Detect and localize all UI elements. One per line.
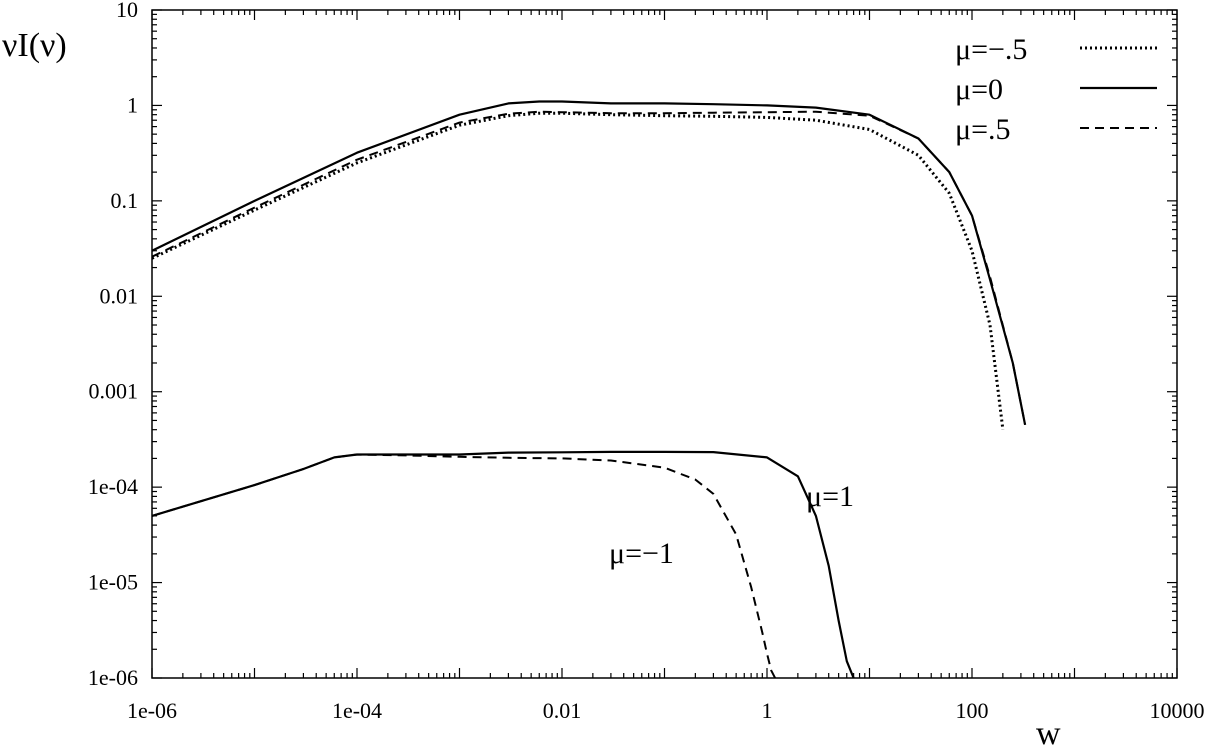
legend-label-1: μ=0 xyxy=(955,73,1003,106)
legend-label-2: μ=.5 xyxy=(955,113,1011,146)
y-tick-label: 1e-05 xyxy=(88,570,138,595)
legend-label-0: μ=−.5 xyxy=(955,33,1027,66)
axis-ticks xyxy=(151,9,1178,679)
legend: μ=−.5 μ=0 μ=.5 xyxy=(955,33,1157,146)
y-tick-label: 1 xyxy=(127,92,138,117)
x-axis-title: w xyxy=(1036,715,1061,746)
y-tick-label: 1e-04 xyxy=(88,474,138,499)
x-tick-label: 100 xyxy=(956,698,989,723)
axis-tick-labels: 1e-06 1e-04 0.01 1 100 10000 1e-06 1e-05 1e-04 0.… xyxy=(88,0,1205,723)
annotation-mu-1: μ=1 xyxy=(806,480,854,513)
series-line-4 xyxy=(151,453,776,679)
y-tick-label: 1e-06 xyxy=(88,665,138,690)
series-line-1 xyxy=(151,100,1027,426)
y-tick-label: 0.01 xyxy=(100,283,139,308)
series-layer xyxy=(151,100,1027,679)
x-tick-label: 10000 xyxy=(1150,698,1205,723)
x-tick-label: 1e-04 xyxy=(332,698,382,723)
y-tick-label: 0.001 xyxy=(89,379,139,404)
annotation-mu-minus-1: μ=−1 xyxy=(609,537,674,570)
y-axis-title: νI(ν) xyxy=(2,27,67,64)
x-tick-label: 1e-06 xyxy=(127,698,177,723)
series-line-2 xyxy=(151,110,1027,425)
plot-frame xyxy=(151,9,1178,679)
series-line-0 xyxy=(151,111,1005,430)
x-tick-label: 1 xyxy=(762,698,773,723)
series-line-3 xyxy=(151,450,855,679)
y-tick-label: 0.1 xyxy=(111,188,139,213)
x-tick-label: 0.01 xyxy=(543,698,582,723)
y-tick-label: 10 xyxy=(116,0,138,22)
